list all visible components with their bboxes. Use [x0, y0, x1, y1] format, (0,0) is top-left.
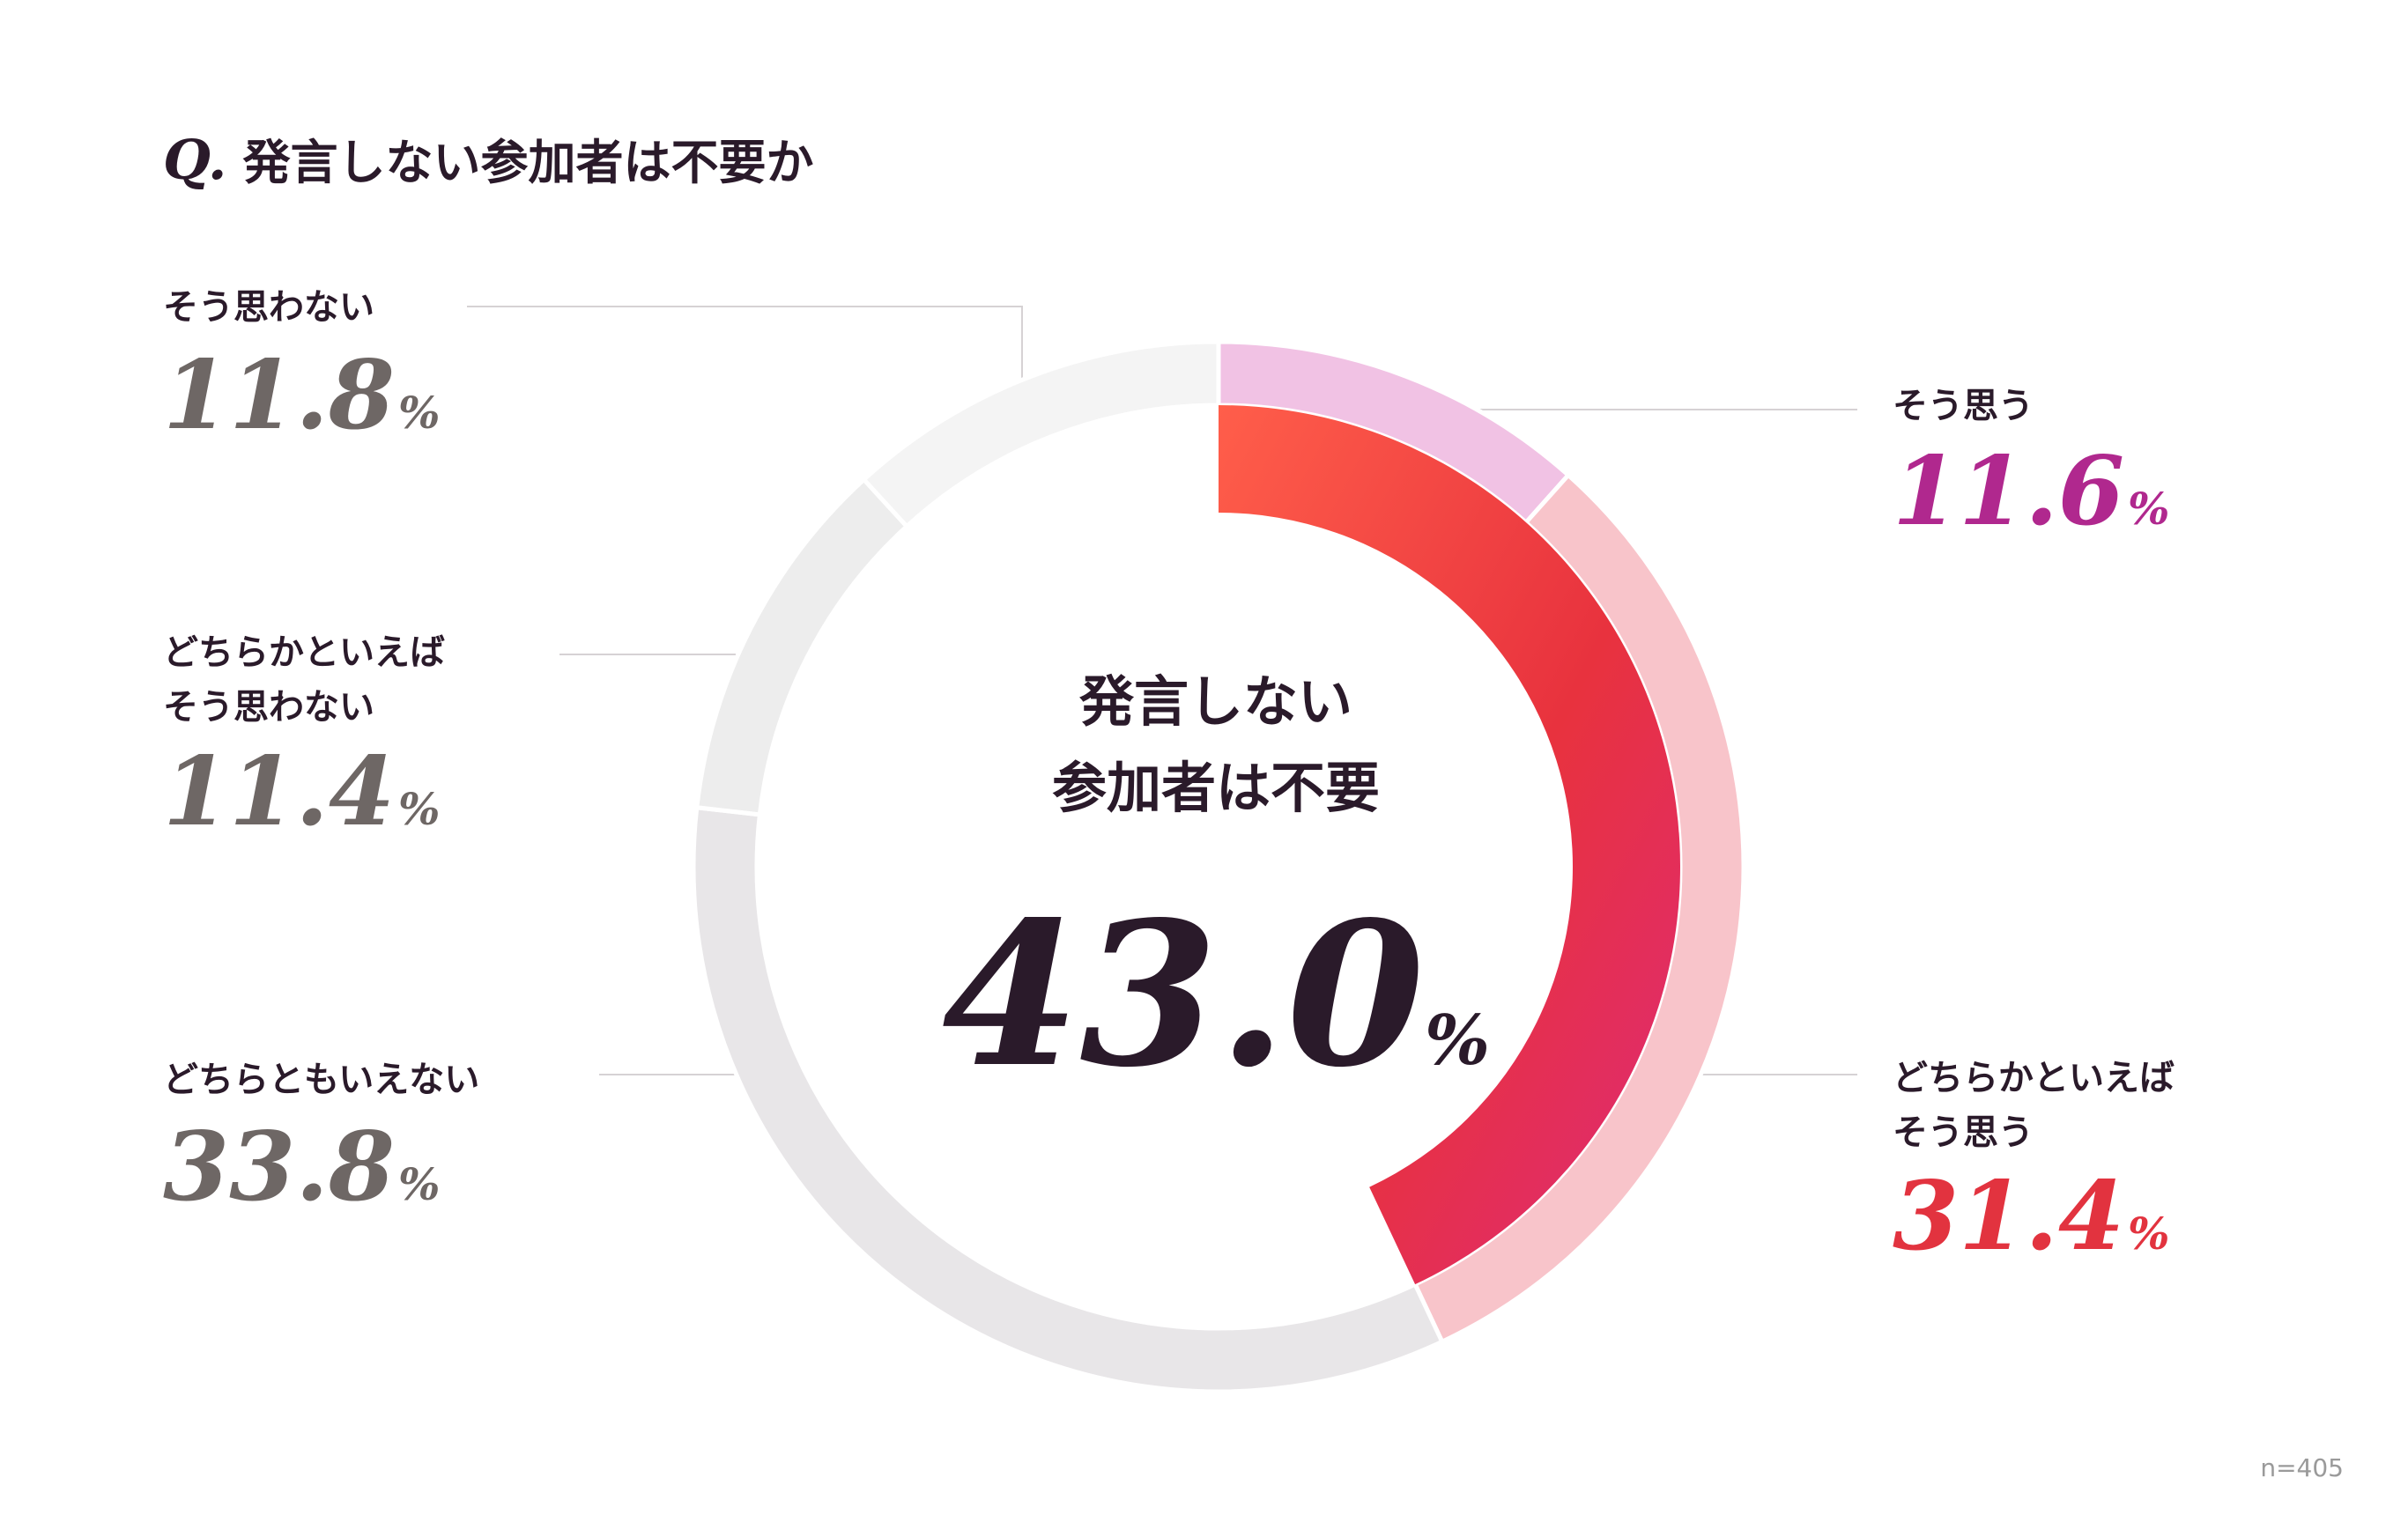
- question-prefix: Q.: [163, 128, 227, 192]
- highlight-arc: [1219, 405, 1681, 1285]
- leader-lines: [467, 306, 1857, 1075]
- value-somewhat-disagree: 11.4%: [163, 736, 441, 847]
- donut-slice-disagree: [860, 339, 1221, 530]
- sample-size: n=405: [2260, 1453, 2344, 1482]
- value-somewhat-agree-unit: %: [2128, 1208, 2170, 1260]
- label-somewhat-agree: どちらかといえば そう思う: [1893, 1058, 2175, 1153]
- value-disagree: 11.8%: [163, 340, 441, 451]
- value-disagree-number: 11.8: [163, 340, 396, 451]
- value-somewhat-disagree-unit: %: [398, 783, 441, 835]
- value-somewhat-disagree-number: 11.4: [163, 736, 396, 847]
- label-neutral: どちらともいえない: [163, 1060, 480, 1100]
- value-somewhat-agree-number: 31.4: [1893, 1161, 2125, 1272]
- center-value-number: 43.0: [941, 879, 1425, 1112]
- value-neutral-unit: %: [398, 1158, 441, 1210]
- center-label: 発言しない 参加者は不要: [1051, 669, 1380, 820]
- center-value-unit: %: [1424, 1001, 1491, 1081]
- question-text: 発言しない参加者は不要か: [242, 135, 814, 190]
- value-agree-number: 11.6: [1893, 436, 2125, 547]
- value-neutral: 33.8%: [163, 1112, 441, 1223]
- leader-line-disagree: [467, 306, 1023, 381]
- center-value: 43.0%: [916, 881, 1515, 1110]
- value-agree: 11.6%: [1893, 436, 2170, 547]
- value-disagree-unit: %: [398, 387, 441, 439]
- value-neutral-number: 33.8: [163, 1112, 396, 1223]
- value-agree-unit: %: [2128, 483, 2170, 535]
- label-somewhat-disagree: どちらかといえば そう思わない: [163, 632, 445, 728]
- donut-slices: [691, 339, 1746, 1394]
- question-title: Q. 発言しない参加者は不要か: [163, 123, 814, 194]
- label-disagree: そう思わない: [163, 287, 374, 328]
- donut-slice-somewhat-disagree: [694, 476, 910, 817]
- value-somewhat-agree: 31.4%: [1893, 1161, 2170, 1272]
- label-agree: そう思う: [1893, 386, 2034, 426]
